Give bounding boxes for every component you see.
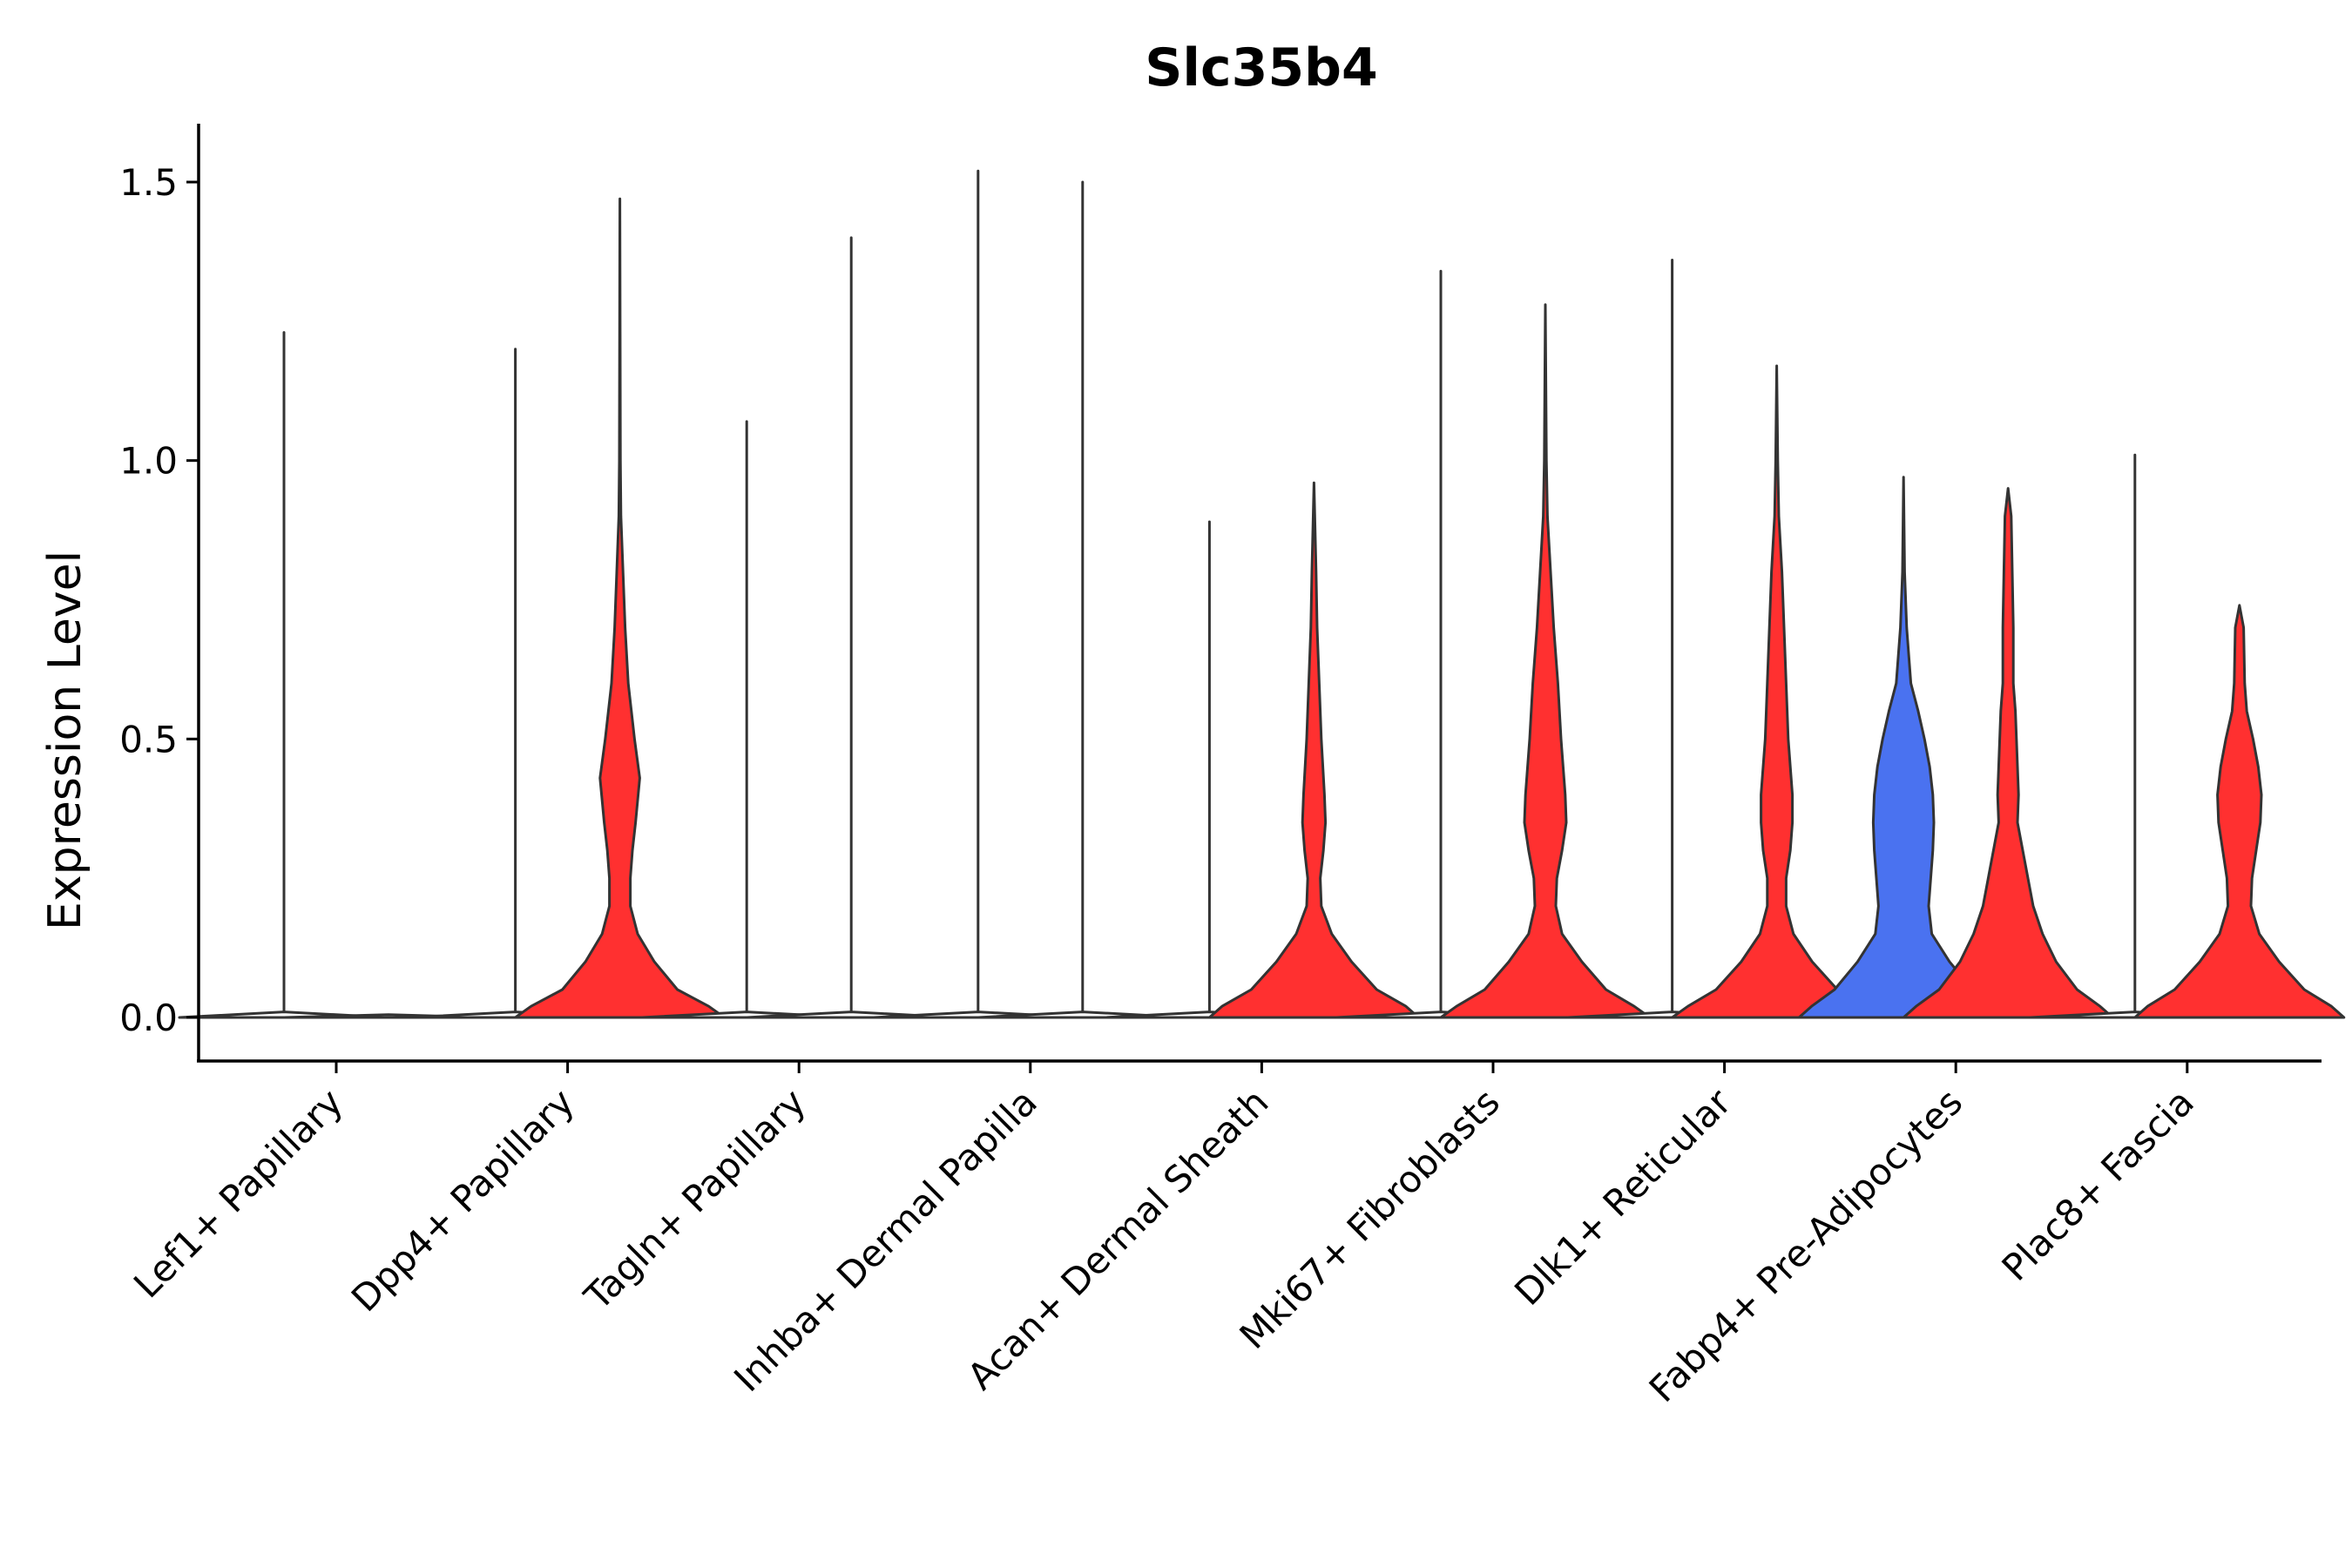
chart-title: Slc35b4 <box>1145 37 1378 98</box>
violin-treated <box>514 197 727 1019</box>
violin-treated <box>2133 604 2346 1019</box>
violin-treated <box>1902 487 2114 1019</box>
y-axis-label: Expression Level <box>39 551 91 930</box>
violin-treated <box>745 236 957 1019</box>
x-tick-label: Mki67+ Fibroblasts <box>1232 1080 1508 1356</box>
violin-treated <box>977 180 1189 1019</box>
violin-control <box>1335 269 1547 1019</box>
x-tick-label: Dpp4+ Papillary <box>343 1080 583 1320</box>
axes-layer <box>197 124 2322 1063</box>
violin-control <box>1797 476 2010 1019</box>
violin-control <box>1103 520 1315 1019</box>
violin-treated <box>1671 364 1883 1019</box>
x-tick-label: Lef1+ Papillary <box>125 1080 351 1306</box>
violin-treated <box>1207 481 1420 1019</box>
violin-treated <box>1439 303 1652 1019</box>
y-tick-label: 0.5 <box>119 718 178 760</box>
y-tick-label: 0.0 <box>119 997 178 1039</box>
y-ticks: 0.0 0.5 1.0 1.5 <box>119 161 199 1039</box>
x-tick-label: Tagln+ Papillary <box>576 1080 814 1318</box>
x-tick-label: Dlk1+ Reticular <box>1506 1080 1740 1314</box>
y-tick-label: 1.5 <box>119 161 178 204</box>
violin-control <box>1566 259 1779 1019</box>
x-tick-label: Plac8+ Fascia <box>1994 1080 2202 1288</box>
violin-control <box>640 420 853 1019</box>
y-tick-label: 1.0 <box>119 440 178 483</box>
violin-control <box>872 169 1085 1019</box>
violins-layer <box>178 169 2346 1019</box>
violin-control <box>178 331 390 1019</box>
violin-control <box>409 348 622 1019</box>
violin-control <box>2029 453 2241 1019</box>
